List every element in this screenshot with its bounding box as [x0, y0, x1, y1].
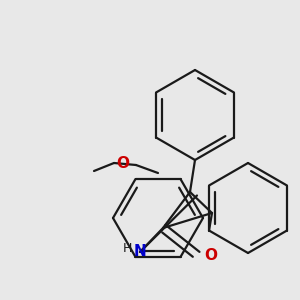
Text: O: O	[116, 155, 129, 170]
Text: H: H	[122, 242, 132, 256]
Text: N: N	[134, 244, 146, 260]
Text: O: O	[204, 248, 217, 262]
